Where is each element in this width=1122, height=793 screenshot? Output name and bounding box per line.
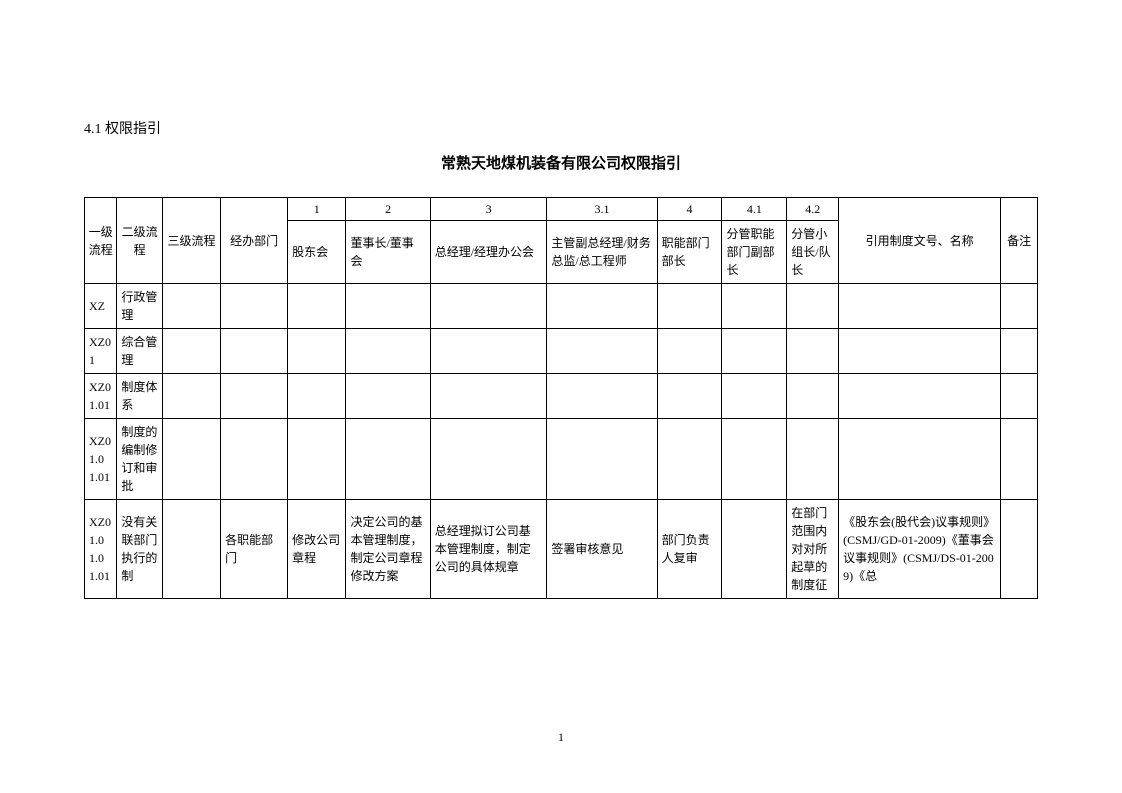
cell xyxy=(839,419,1001,500)
cell xyxy=(787,419,839,500)
table-row: XZ01.01.01 制度的编制修订和审批 xyxy=(85,419,1038,500)
cell xyxy=(430,374,547,419)
cell xyxy=(346,329,430,374)
cell xyxy=(288,284,346,329)
cell xyxy=(839,329,1001,374)
cell-lvl2: 没有关联部门执行的制 xyxy=(117,500,162,599)
cell-c7: 总经理拟订公司基本管理制度，制定公司的具体规章 xyxy=(430,500,547,599)
cell xyxy=(547,419,657,500)
col-header-dept: 经办部门 xyxy=(221,198,288,284)
cell-c5: 修改公司章程 xyxy=(288,500,346,599)
cell-lvl1: XZ xyxy=(85,284,117,329)
cell xyxy=(430,284,547,329)
header-number-row: 一级流程 二级流程 三级流程 经办部门 1 2 3 3.1 4 4.1 4.2 … xyxy=(85,198,1038,221)
col-header-6: 董事长/董事会 xyxy=(346,221,430,284)
cell xyxy=(221,329,288,374)
col-header-5: 股东会 xyxy=(288,221,346,284)
cell xyxy=(722,419,787,500)
cell xyxy=(162,329,220,374)
cell xyxy=(221,419,288,500)
cell xyxy=(1001,374,1038,419)
cell xyxy=(657,419,722,500)
cell xyxy=(657,284,722,329)
cell-lvl2: 行政管理 xyxy=(117,284,162,329)
cell xyxy=(1001,284,1038,329)
cell xyxy=(547,329,657,374)
cell-lvl1: XZ01.01.01 xyxy=(85,419,117,500)
cell xyxy=(346,419,430,500)
cell-lvl1: XZ01.01 xyxy=(85,374,117,419)
col-header-9: 职能部门部长 xyxy=(657,221,722,284)
authority-table: 一级流程 二级流程 三级流程 经办部门 1 2 3 3.1 4 4.1 4.2 … xyxy=(84,197,1038,599)
table-row: XZ 行政管理 xyxy=(85,284,1038,329)
col-header-8: 主管副总经理/财务总监/总工程师 xyxy=(547,221,657,284)
col-num-3: 3 xyxy=(430,198,547,221)
cell xyxy=(162,284,220,329)
cell xyxy=(430,419,547,500)
cell xyxy=(1001,500,1038,599)
col-num-1: 1 xyxy=(288,198,346,221)
cell xyxy=(221,374,288,419)
cell xyxy=(288,329,346,374)
cell-lvl1: XZ01.01.01.01 xyxy=(85,500,117,599)
col-header-level3: 三级流程 xyxy=(162,198,220,284)
col-header-10: 分管职能部门副部长 xyxy=(722,221,787,284)
col-header-level2: 二级流程 xyxy=(117,198,162,284)
cell xyxy=(221,284,288,329)
document-page: 4.1 权限指引 常熟天地煤机装备有限公司权限指引 一级流程 二级流程 三级流程… xyxy=(0,0,1122,793)
cell xyxy=(162,374,220,419)
cell xyxy=(288,419,346,500)
col-header-11: 分管小组长/队长 xyxy=(787,221,839,284)
cell xyxy=(787,374,839,419)
cell-lvl1: XZ01 xyxy=(85,329,117,374)
cell-lvl2: 制度体系 xyxy=(117,374,162,419)
cell xyxy=(346,284,430,329)
col-num-2: 2 xyxy=(346,198,430,221)
cell xyxy=(547,284,657,329)
cell xyxy=(162,500,220,599)
cell xyxy=(1001,419,1038,500)
col-num-4: 4 xyxy=(657,198,722,221)
cell xyxy=(430,329,547,374)
cell-dept: 各职能部门 xyxy=(221,500,288,599)
cell-c12: 《股东会(股代会)议事规则》(CSMJ/GD-01-2009)《董事会议事规则》… xyxy=(839,500,1001,599)
cell xyxy=(657,374,722,419)
cell-lvl2: 综合管理 xyxy=(117,329,162,374)
table-row: XZ01.01.01.01 没有关联部门执行的制 各职能部门 修改公司章程 决定… xyxy=(85,500,1038,599)
cell xyxy=(839,374,1001,419)
col-header-level1: 一级流程 xyxy=(85,198,117,284)
table-row: XZ01 综合管理 xyxy=(85,329,1038,374)
cell xyxy=(1001,329,1038,374)
section-heading: 4.1 权限指引 xyxy=(84,118,1038,138)
cell xyxy=(839,284,1001,329)
page-number: 1 xyxy=(0,730,1122,745)
cell-c8: 签署审核意见 xyxy=(547,500,657,599)
cell-c6: 决定公司的基本管理制度，制定公司章程修改方案 xyxy=(346,500,430,599)
cell xyxy=(288,374,346,419)
cell xyxy=(162,419,220,500)
cell xyxy=(547,374,657,419)
cell xyxy=(722,374,787,419)
cell xyxy=(722,500,787,599)
col-num-4-1: 4.1 xyxy=(722,198,787,221)
cell-lvl2: 制度的编制修订和审批 xyxy=(117,419,162,500)
cell xyxy=(787,329,839,374)
col-num-4-2: 4.2 xyxy=(787,198,839,221)
cell xyxy=(722,329,787,374)
cell xyxy=(787,284,839,329)
col-header-ref: 引用制度文号、名称 xyxy=(839,198,1001,284)
cell-c11: 在部门范围内对对所起草的制度征 xyxy=(787,500,839,599)
col-header-remark: 备注 xyxy=(1001,198,1038,284)
col-num-3-1: 3.1 xyxy=(547,198,657,221)
cell-c9: 部门负责人复审 xyxy=(657,500,722,599)
document-title: 常熟天地煤机装备有限公司权限指引 xyxy=(84,152,1038,173)
col-header-7: 总经理/经理办公会 xyxy=(430,221,547,284)
cell xyxy=(722,284,787,329)
cell xyxy=(657,329,722,374)
table-row: XZ01.01 制度体系 xyxy=(85,374,1038,419)
cell xyxy=(346,374,430,419)
